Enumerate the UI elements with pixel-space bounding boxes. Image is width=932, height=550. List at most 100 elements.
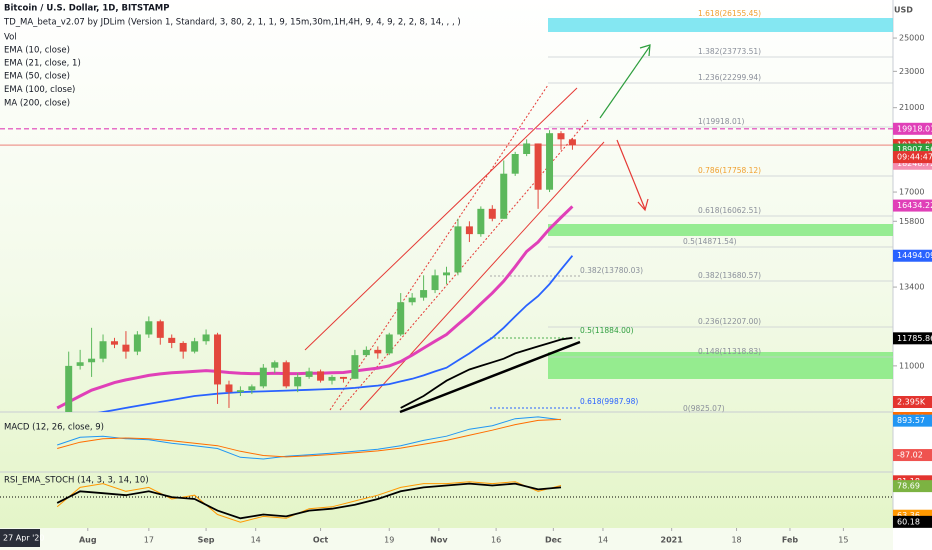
candle-body <box>133 334 141 352</box>
indicator-label: Vol <box>4 33 17 43</box>
candle-body <box>168 337 176 343</box>
x-tick-label: 16 <box>491 536 501 545</box>
candle-body <box>328 376 336 381</box>
fib-label: 1.382(23773.51) <box>698 47 761 56</box>
support-zone <box>548 224 893 236</box>
candle-body <box>179 342 187 352</box>
indicator-line <box>56 482 562 520</box>
price-badge <box>893 199 932 212</box>
candle-body <box>385 334 393 354</box>
fib-label: 0.5(14871.54) <box>683 237 737 246</box>
y-tick-label: 15800 <box>899 217 924 226</box>
candle-body <box>282 362 290 387</box>
fib-label: 0.236(12207.00) <box>698 317 761 326</box>
x-tick-label: 17 <box>144 536 154 545</box>
x-tick-label: Aug <box>79 536 97 545</box>
y-tick-label: 23000 <box>899 67 924 76</box>
candle-body <box>339 376 347 379</box>
indicator-label: MA (200, close) <box>4 99 70 109</box>
price-badge <box>893 122 932 135</box>
candles <box>65 130 576 412</box>
cursor-date: 27 Apr '20 <box>3 534 44 543</box>
symbol-title: Bitcoin / U.S. Dollar, 1D, BITSTAMP <box>4 4 169 14</box>
value-badge <box>893 449 932 462</box>
price-badge-label: 11785.86 <box>897 334 932 343</box>
price-axis <box>893 0 932 550</box>
candle-body <box>477 208 485 235</box>
pane-title: RSI_EMA_STOCH (14, 3, 3, 14, 10) <box>4 476 149 486</box>
indicator-label: EMA (21, close, 1) <box>4 59 81 69</box>
support-zone <box>548 352 893 379</box>
candle-body <box>500 173 508 219</box>
candle-body <box>568 139 576 146</box>
candle-body <box>397 302 405 335</box>
x-tick-label: 18 <box>731 536 741 545</box>
candle-body <box>305 371 313 377</box>
fib-label: 0.786(17758.12) <box>698 166 761 175</box>
x-tick-label: Dec <box>545 536 562 545</box>
candle-body <box>523 143 531 154</box>
price-badge-label: 19918.01 <box>897 124 932 133</box>
fib-label: 0(9825.07) <box>683 404 725 413</box>
x-tick-label: Sep <box>198 536 215 545</box>
pane-title: MACD (12, 26, close, 9) <box>4 423 104 433</box>
candle-body <box>145 321 153 335</box>
indicator-label: TD_MA_beta_v2.07 by JDLim (Version 1, St… <box>3 18 461 28</box>
candle-body <box>191 341 199 352</box>
indicator-line <box>56 481 562 523</box>
y-tick-label: 17000 <box>899 188 924 197</box>
candle-body <box>420 290 428 298</box>
candle-body <box>294 376 302 387</box>
fib-label: 1.618(26155.45) <box>698 9 761 18</box>
arrows <box>599 44 651 212</box>
candle-body <box>511 153 519 174</box>
fib-label: 1(19918.01) <box>698 117 744 126</box>
value-badge-label: 893.57 <box>897 416 925 425</box>
indicator-label: EMA (100, close) <box>4 85 75 95</box>
value-badge-label: 78.69 <box>897 482 920 491</box>
fib-label: 0.5(11884.00) <box>580 326 634 335</box>
candle-body <box>534 143 542 190</box>
candle-body <box>88 358 96 363</box>
y-tick-label: 11000 <box>899 361 924 370</box>
indicator-line <box>97 255 574 412</box>
x-tick-label: Nov <box>430 536 448 545</box>
candle-body <box>65 365 73 412</box>
y-tick-label: 13400 <box>899 283 924 292</box>
x-tick-label: 15 <box>838 536 848 545</box>
price-badge-label: 18248.72 <box>897 159 932 168</box>
currency: USD <box>894 6 913 15</box>
indicator-line <box>57 418 562 458</box>
candle-body <box>431 275 439 291</box>
candle-body <box>557 133 565 140</box>
x-tick-label: 14 <box>251 536 261 545</box>
candle-body <box>214 334 222 385</box>
value-badge-label: 63.36 <box>897 511 920 520</box>
candle-body <box>488 208 496 219</box>
fib-label: 1.236(22299.94) <box>698 73 761 82</box>
y-tick-label: 25000 <box>899 34 924 43</box>
indicator-line <box>57 416 562 460</box>
candle-body <box>156 321 164 338</box>
x-tick-label: 19 <box>384 536 394 545</box>
candle-body <box>408 297 416 303</box>
candle-body <box>271 362 279 368</box>
fib-label: 0.382(13780.03) <box>580 266 643 275</box>
candle-body <box>248 386 256 391</box>
price-badge <box>893 249 932 262</box>
x-tick-label: 2021 <box>661 536 684 545</box>
candle-body <box>351 355 359 379</box>
cursor-box <box>0 529 40 547</box>
candle-body <box>122 344 130 352</box>
x-tick-label: Feb <box>782 536 799 545</box>
y-tick-label: 21000 <box>899 103 924 112</box>
candle-body <box>110 341 118 345</box>
volume-label: 2.395K <box>897 398 926 407</box>
candle-body <box>454 226 462 273</box>
candle-body <box>76 362 84 366</box>
candle-body <box>259 367 267 387</box>
price-badge-label: 16434.22 <box>897 201 932 210</box>
candle-body <box>443 272 450 276</box>
value-badge-label: -87.02 <box>897 451 923 460</box>
time-axis <box>0 528 893 550</box>
